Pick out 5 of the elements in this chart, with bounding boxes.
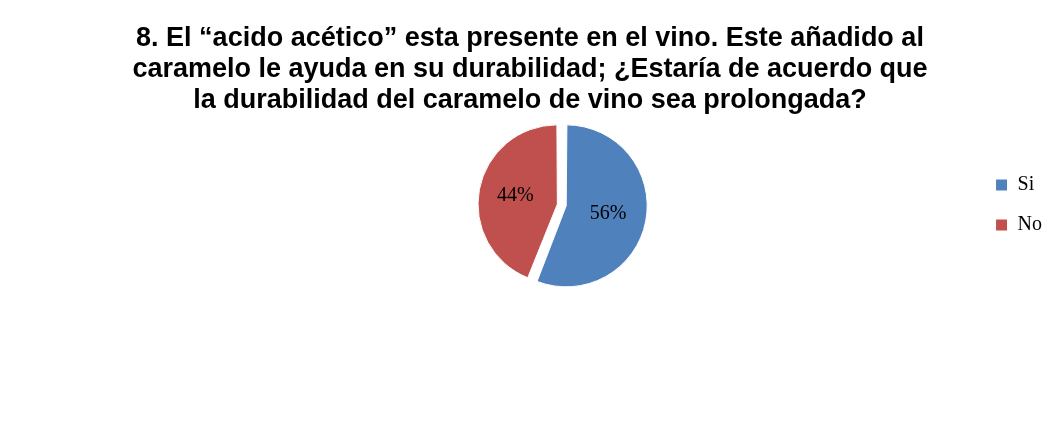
legend-label: Si <box>1017 172 1035 195</box>
data-label: 44% <box>497 183 534 206</box>
chart-title: 8. El “acido acético” esta presente en el vino. Este añadido al caramelo le ayuda en su durabilidad; ¿Estaría de acuerdo que la durabilidad del caramelo de vino sea prolongada? <box>131 22 929 115</box>
data-label: 56% <box>589 201 627 224</box>
legend-label: No <box>1017 212 1043 235</box>
